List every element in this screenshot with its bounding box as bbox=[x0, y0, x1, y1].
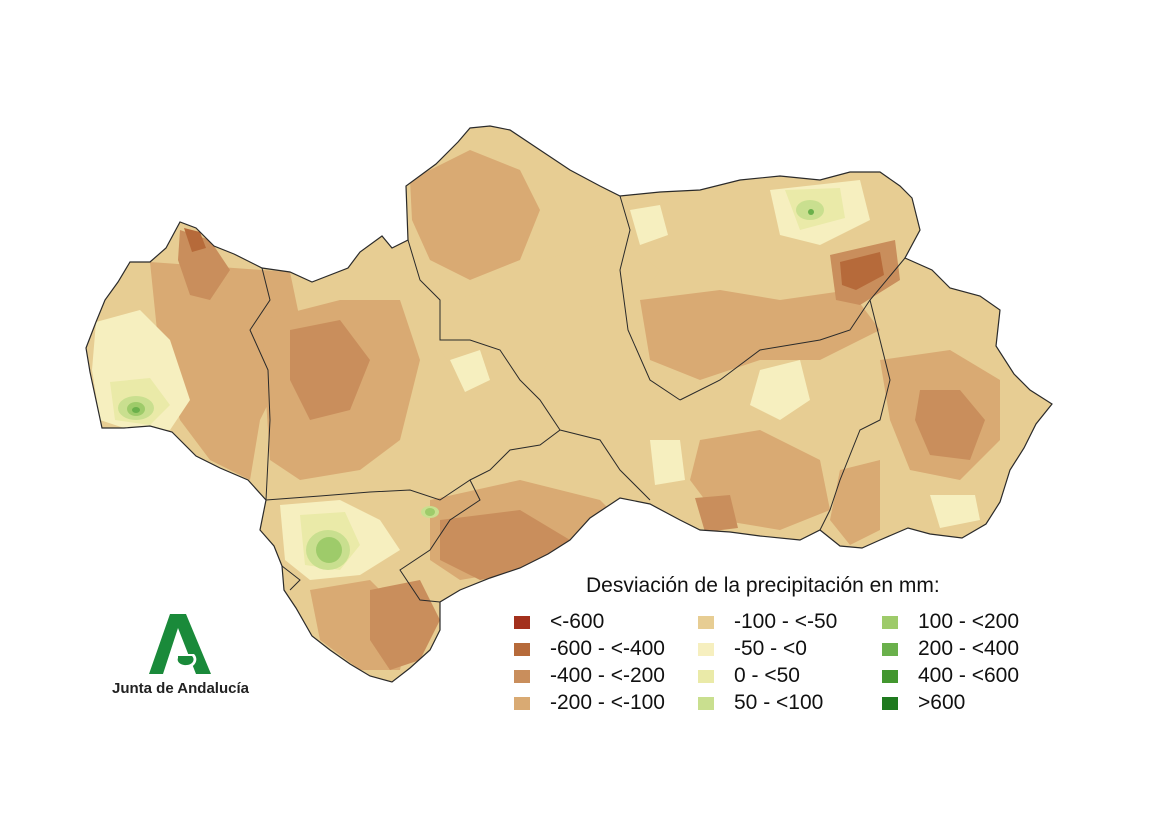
border-cadiz-malaga bbox=[265, 479, 481, 603]
zone-m50-granada2 bbox=[650, 440, 685, 485]
zone-m200-jaen bbox=[640, 290, 880, 380]
legend-item: 0 - <50 bbox=[698, 664, 800, 688]
legend-item: 50 - <100 bbox=[698, 691, 823, 715]
legend-item: -200 - <-100 bbox=[514, 691, 665, 715]
zone-m400-cadiz bbox=[370, 580, 440, 670]
zone-m100-jaen bbox=[540, 240, 660, 310]
legend-swatch bbox=[882, 642, 898, 656]
legend-swatch bbox=[882, 669, 898, 683]
legend-label: -100 - <-50 bbox=[734, 610, 838, 633]
legend-item: 400 - <600 bbox=[882, 664, 1019, 688]
legend-swatch bbox=[882, 615, 898, 629]
zone-m400-granada bbox=[695, 495, 738, 532]
legend-swatch bbox=[514, 615, 530, 629]
border-granada-almeria bbox=[819, 299, 891, 531]
legend-swatch bbox=[698, 615, 714, 629]
zone-m50-jaen2 bbox=[630, 205, 668, 245]
zone-m400-almeria bbox=[915, 390, 985, 460]
legend-swatch bbox=[514, 669, 530, 683]
legend-label: -200 - <-100 bbox=[550, 691, 665, 714]
legend-label: 50 - <100 bbox=[734, 691, 824, 714]
border-cordoba-jaen bbox=[619, 195, 681, 401]
legend-label: >600 bbox=[918, 691, 966, 714]
legend-label: 0 - <50 bbox=[734, 664, 800, 687]
andalucia-a-icon bbox=[149, 614, 211, 674]
legend-item: -400 - <-200 bbox=[514, 664, 665, 688]
province-borders bbox=[249, 195, 906, 603]
border-granada-malaga bbox=[559, 429, 651, 501]
legend-item: <-600 bbox=[514, 610, 604, 634]
zone-m50-granada bbox=[750, 360, 810, 420]
zone-m600-jaen bbox=[840, 252, 884, 290]
legend-label: -600 - <-400 bbox=[550, 637, 665, 660]
zone-m50-cordoba bbox=[450, 350, 490, 392]
legend-label: <-600 bbox=[550, 610, 605, 633]
legend-item: 200 - <400 bbox=[882, 637, 1019, 661]
legend-swatch bbox=[514, 642, 530, 656]
legend: Desviación de la precipitación en mm: <-… bbox=[514, 572, 1074, 722]
region-border bbox=[85, 125, 1053, 683]
logo-text: Junta de Andalucía bbox=[112, 680, 249, 697]
legend-item: -600 - <-400 bbox=[514, 637, 665, 661]
legend-item: >600 bbox=[882, 691, 965, 715]
border-sevilla-cordoba bbox=[407, 239, 561, 481]
border-huelva-sevilla bbox=[249, 267, 271, 501]
zone-200-400-jaen bbox=[808, 209, 814, 215]
legend-swatch bbox=[514, 696, 530, 710]
junta-de-andalucia-logo: Junta de Andalucía bbox=[112, 612, 262, 702]
legend-title: Desviación de la precipitación en mm: bbox=[586, 574, 940, 597]
legend-swatch bbox=[698, 642, 714, 656]
zone-100-200-cadiz bbox=[316, 537, 342, 563]
zone-m50-almeria bbox=[930, 495, 980, 528]
zone-m200-cordoba bbox=[410, 150, 540, 280]
zone-m200-west bbox=[150, 262, 300, 480]
legend-label: 200 - <400 bbox=[918, 637, 1020, 660]
zone-m600-huelva bbox=[184, 228, 206, 252]
border-cadiz-coast bbox=[281, 565, 301, 591]
legend-label: -400 - <-200 bbox=[550, 664, 665, 687]
legend-item: -100 - <-50 bbox=[698, 610, 837, 634]
zone-100-200-malaga bbox=[425, 508, 435, 516]
legend-item: -50 - <0 bbox=[698, 637, 807, 661]
legend-swatch bbox=[698, 696, 714, 710]
legend-swatch bbox=[698, 669, 714, 683]
legend-label: -50 - <0 bbox=[734, 637, 807, 660]
legend-swatch bbox=[882, 696, 898, 710]
legend-item: 100 - <200 bbox=[882, 610, 1019, 634]
zone-200-400-huelva bbox=[132, 407, 140, 413]
zone-m200-east bbox=[830, 460, 880, 545]
legend-label: 100 - <200 bbox=[918, 610, 1020, 633]
legend-label: 400 - <600 bbox=[918, 664, 1020, 687]
zone-m400-sevilla bbox=[290, 320, 370, 420]
